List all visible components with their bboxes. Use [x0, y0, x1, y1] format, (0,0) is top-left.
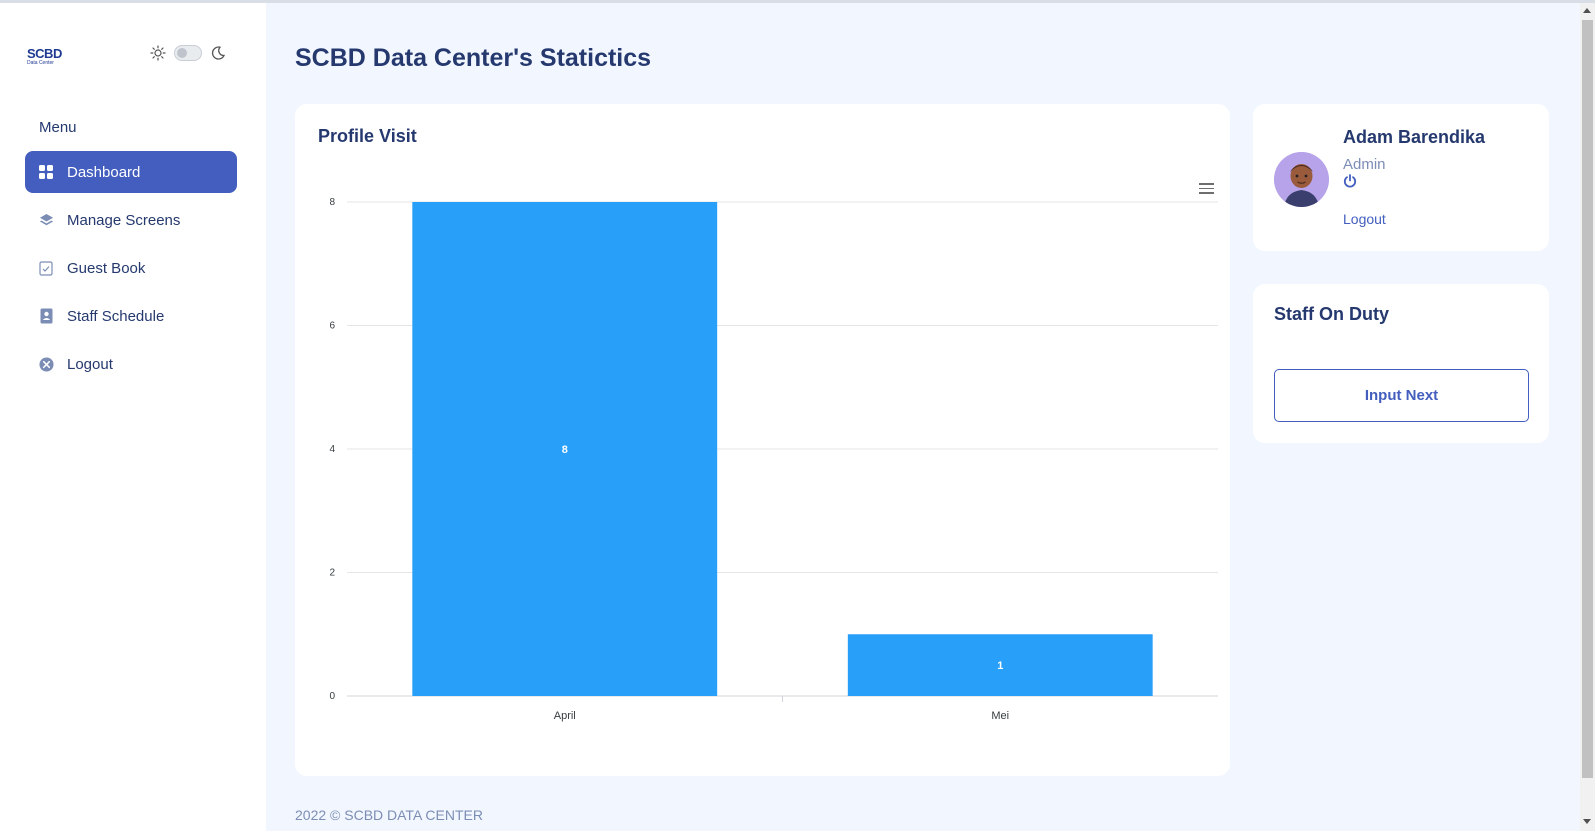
sidebar-item-label: Staff Schedule: [67, 307, 165, 325]
page-scrollbar[interactable]: [1580, 3, 1595, 831]
sidebar-item-manage-screens[interactable]: Manage Screens: [25, 199, 237, 241]
bar: [847, 634, 1153, 696]
bar: [412, 202, 718, 696]
sidebar-item-label: Logout: [67, 355, 113, 373]
contact-book-icon: [38, 308, 54, 324]
sidebar-item-staff-schedule[interactable]: Staff Schedule: [25, 295, 237, 337]
sidebar-item-guest-book[interactable]: Guest Book: [25, 247, 237, 289]
theme-switcher: [150, 45, 226, 61]
avatar: [1274, 152, 1329, 207]
power-icon[interactable]: [1343, 174, 1357, 188]
y-tick-label: 6: [329, 321, 335, 332]
layers-icon: [38, 212, 54, 228]
x-tick-label: April: [554, 710, 576, 722]
footer-copyright: 2022 © SCBD DATA CENTER: [295, 807, 483, 823]
scroll-up-arrow-icon[interactable]: [1583, 8, 1591, 13]
y-tick-label: 0: [329, 691, 335, 702]
x-tick-label: Mei: [991, 710, 1009, 722]
sidebar-item-dashboard[interactable]: Dashboard: [25, 151, 237, 193]
profile-name: Adam Barendika: [1343, 127, 1486, 147]
sidebar-item-logout[interactable]: Logout: [25, 343, 237, 385]
window-top-border: [0, 0, 1595, 3]
scroll-down-arrow-icon[interactable]: [1583, 819, 1591, 824]
x-circle-icon: [38, 356, 54, 372]
sidebar-nav: Dashboard Manage Screens Guest Book Staf…: [25, 151, 237, 391]
sidebar-item-label: Manage Screens: [67, 211, 181, 229]
profile-visit-title: Profile Visit: [318, 126, 417, 146]
grid-icon: [38, 164, 54, 180]
profile-role: Admin: [1343, 156, 1386, 173]
y-tick-label: 2: [329, 568, 335, 579]
profile-visit-chart: 0 2 4 6 8 8 April 1 Mei: [329, 197, 1218, 722]
sun-icon: [150, 45, 166, 61]
y-tick-label: 4: [329, 444, 335, 455]
logo-line2: Data Center: [27, 60, 54, 66]
sidebar: SCBD Data Center: [0, 3, 266, 831]
sidebar-item-label: Dashboard: [67, 163, 141, 181]
data-label: 8: [562, 444, 568, 456]
theme-toggle[interactable]: [174, 45, 202, 61]
y-tick-label: 8: [329, 197, 335, 208]
brand-logo[interactable]: SCBD Data Center: [27, 47, 63, 66]
scrollbar-thumb[interactable]: [1582, 20, 1593, 778]
page-title: SCBD Data Center's Statictics: [295, 44, 652, 72]
staff-on-duty-title: Staff On Duty: [1274, 304, 1389, 324]
moon-icon: [211, 46, 226, 60]
sidebar-item-label: Guest Book: [67, 259, 146, 277]
chart-menu-icon[interactable]: [1199, 183, 1214, 194]
menu-title: Menu: [39, 119, 77, 136]
profile-logout-link[interactable]: Logout: [1343, 211, 1386, 227]
logo-line1: SCBD: [27, 46, 62, 61]
data-label: 1: [997, 660, 1003, 672]
input-next-button[interactable]: Input Next: [1274, 369, 1529, 422]
checklist-icon: [38, 260, 54, 276]
